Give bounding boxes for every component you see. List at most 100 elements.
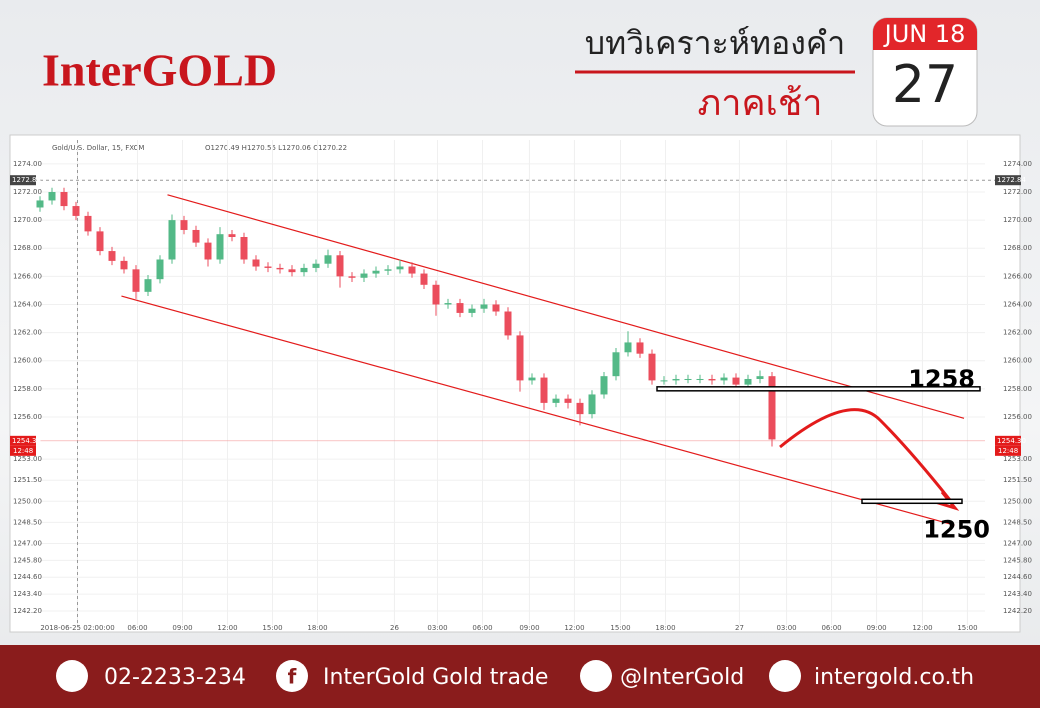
y-tick-label-left: 1270.00 xyxy=(13,216,42,224)
last-price-tag xyxy=(995,435,1021,446)
y-tick-label: 1264.00 xyxy=(1003,300,1032,308)
facebook-icon xyxy=(276,660,308,692)
y-tick-label-left: 1250.00 xyxy=(13,497,42,505)
y-tick-label: 1266.00 xyxy=(1003,272,1032,280)
x-tick-label: 2018-06-25 02:00:00 xyxy=(40,624,114,632)
candle-body xyxy=(624,342,632,353)
x-tick-label: 27 xyxy=(735,624,744,632)
candle-body xyxy=(168,220,176,260)
candle-body xyxy=(108,251,116,261)
phone: 02-2233-234 xyxy=(104,665,246,690)
countdown: 12:48 xyxy=(13,447,33,455)
x-tick-label: 12:00 xyxy=(564,624,584,632)
x-tick-label: 06:00 xyxy=(472,624,492,632)
website: intergold.co.th xyxy=(814,665,974,690)
candle-body xyxy=(564,398,572,403)
candle-body xyxy=(132,269,140,292)
y-tick-label: 1256.00 xyxy=(1003,413,1032,421)
facebook: InterGold Gold trade xyxy=(323,665,548,690)
candle-body xyxy=(264,266,272,268)
candle-body xyxy=(480,304,488,309)
candle-body xyxy=(300,267,308,273)
x-tick-label: 06:00 xyxy=(127,624,147,632)
calendar-day: 27 xyxy=(892,55,958,115)
phone-icon xyxy=(56,660,88,692)
candle-body xyxy=(744,378,752,385)
candle-body xyxy=(192,229,200,243)
candle-body xyxy=(144,279,152,292)
last-price-tag-label: 1254.30 xyxy=(12,437,41,445)
x-tick-label: 06:00 xyxy=(821,624,841,632)
y-tick-label-left: 1243.40 xyxy=(13,590,42,598)
calendar-month: JUN 18 xyxy=(883,20,966,48)
candle-body xyxy=(456,303,464,313)
x-tick-label: 09:00 xyxy=(866,624,886,632)
candle-body xyxy=(504,311,512,336)
countdown-tag xyxy=(10,445,36,456)
y-tick-label: 1242.20 xyxy=(1003,607,1032,615)
forecast-arrow xyxy=(779,408,952,501)
line-id: @InterGold xyxy=(620,665,744,690)
y-tick-label-left: 1274.00 xyxy=(13,160,42,168)
y-tick-label: 1268.00 xyxy=(1003,244,1032,252)
symbol: Gold/U.S. Dollar, 15, FXCM xyxy=(52,144,144,152)
candle-body xyxy=(552,398,560,403)
y-tick-label: 1250.00 xyxy=(1003,497,1032,505)
ohlc: O1270.49 H1270.55 L1270.06 C1270.22 xyxy=(205,144,347,152)
y-tick-label: 1247.00 xyxy=(1003,539,1032,547)
candle-body xyxy=(408,266,416,274)
crosshair-tag-label: 1272.84 xyxy=(12,176,41,184)
y-tick-label-left: 1244.60 xyxy=(13,573,42,581)
candle-body xyxy=(444,303,452,305)
channel-line xyxy=(167,194,965,419)
candle-body xyxy=(156,259,164,280)
candle-body xyxy=(48,192,56,201)
candle-body xyxy=(600,376,608,395)
y-tick-label: 1274.00 xyxy=(1003,160,1032,168)
candle-body xyxy=(432,284,440,305)
level-box xyxy=(861,498,963,505)
candle-body xyxy=(60,192,68,207)
last-price-tag xyxy=(10,435,36,446)
y-tick-label-left: 1253.00 xyxy=(13,455,42,463)
candle-body xyxy=(612,352,620,377)
crosshair-tag xyxy=(995,175,1021,186)
candle-body xyxy=(204,242,212,260)
countdown-tag xyxy=(995,445,1021,456)
y-tick-label-left: 1264.00 xyxy=(13,300,42,308)
title: บทวิเคราะห์ทองคำ xyxy=(585,24,845,62)
candle-body xyxy=(120,260,128,270)
x-tick-label: 15:00 xyxy=(262,624,282,632)
candle-body xyxy=(732,377,740,385)
y-tick-label: 1245.80 xyxy=(1003,556,1032,564)
candle-body xyxy=(420,273,428,285)
candle-body xyxy=(252,259,260,267)
countdown: 12:48 xyxy=(998,447,1018,455)
subtitle: ภาคเช้า xyxy=(698,83,823,124)
candle-body xyxy=(36,200,44,208)
candle-body xyxy=(528,377,536,381)
facebook-glyph: f xyxy=(288,665,297,689)
y-tick-label: 1262.00 xyxy=(1003,329,1032,337)
candle-body xyxy=(276,267,284,270)
candle-body xyxy=(468,308,476,313)
candle-body xyxy=(684,378,692,380)
y-tick-label-left: 1260.00 xyxy=(13,357,42,365)
x-tick-label: 18:00 xyxy=(655,624,675,632)
candle-body xyxy=(288,269,296,273)
y-tick-label-left: 1247.00 xyxy=(13,539,42,547)
x-tick-label: 12:00 xyxy=(912,624,932,632)
candle-body xyxy=(756,376,764,379)
y-tick-label: 1244.60 xyxy=(1003,573,1032,581)
x-tick-label: 26 xyxy=(390,624,399,632)
y-tick-label: 1243.40 xyxy=(1003,590,1032,598)
candle-body xyxy=(384,269,392,271)
y-tick-label-left: 1258.00 xyxy=(13,385,42,393)
y-tick-label-left: 1272.00 xyxy=(13,188,42,196)
y-tick-label-left: 1242.20 xyxy=(13,607,42,615)
y-tick-label: 1248.50 xyxy=(1003,518,1032,526)
candle-body xyxy=(216,234,224,260)
level-label: 1258 xyxy=(908,365,975,393)
candle-body xyxy=(708,378,716,381)
